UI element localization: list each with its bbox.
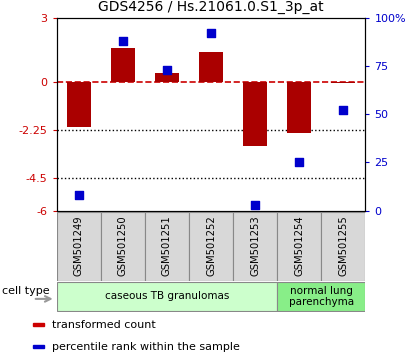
Bar xyxy=(155,73,179,82)
Text: GSM501254: GSM501254 xyxy=(294,215,304,276)
Bar xyxy=(321,212,365,281)
Bar xyxy=(67,82,91,127)
Text: GSM501253: GSM501253 xyxy=(250,215,260,276)
Point xyxy=(340,108,347,113)
Bar xyxy=(57,282,277,311)
Bar xyxy=(101,212,145,281)
Text: GSM501252: GSM501252 xyxy=(206,215,216,276)
Text: percentile rank within the sample: percentile rank within the sample xyxy=(52,342,240,352)
Point xyxy=(296,160,302,165)
Bar xyxy=(277,282,365,311)
Bar xyxy=(287,82,311,133)
Text: GSM501249: GSM501249 xyxy=(74,215,84,276)
Point xyxy=(252,202,259,208)
Text: GSM501255: GSM501255 xyxy=(339,215,348,276)
Text: cell type: cell type xyxy=(2,286,50,296)
Bar xyxy=(189,212,233,281)
Point xyxy=(208,30,215,36)
Bar xyxy=(277,212,321,281)
Text: GSM501251: GSM501251 xyxy=(162,215,172,276)
Point xyxy=(120,38,126,44)
Text: transformed count: transformed count xyxy=(52,320,156,330)
Bar xyxy=(331,82,355,83)
Bar xyxy=(33,324,45,326)
Title: GDS4256 / Hs.21061.0.S1_3p_at: GDS4256 / Hs.21061.0.S1_3p_at xyxy=(98,0,324,14)
Point xyxy=(76,192,82,198)
Bar xyxy=(145,212,189,281)
Text: GSM501250: GSM501250 xyxy=(118,215,128,276)
Point xyxy=(164,67,171,73)
Bar xyxy=(233,212,277,281)
Text: normal lung
parenchyma: normal lung parenchyma xyxy=(289,286,354,307)
Bar xyxy=(111,48,135,82)
Bar xyxy=(243,82,267,146)
Bar xyxy=(199,52,223,82)
Bar xyxy=(57,212,101,281)
Bar xyxy=(33,346,45,348)
Text: caseous TB granulomas: caseous TB granulomas xyxy=(105,291,229,302)
